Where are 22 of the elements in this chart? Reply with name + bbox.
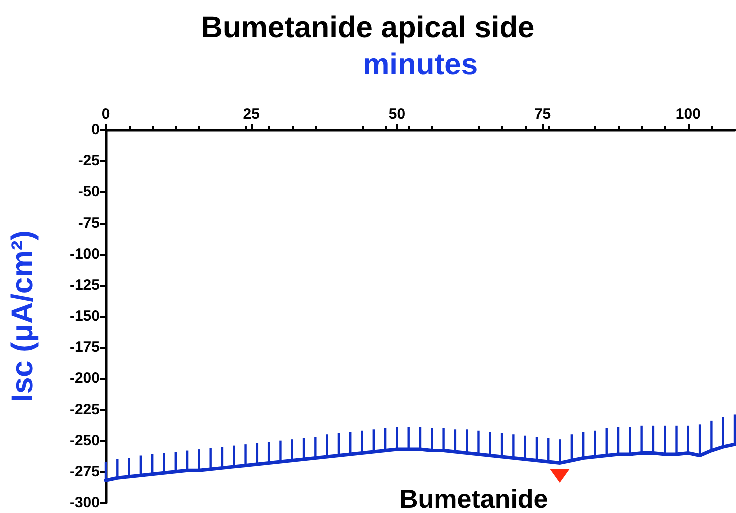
x-tick-label: 50 (388, 106, 406, 123)
y-tick-label: -100 (70, 246, 100, 263)
y-tick-label: -225 (70, 401, 100, 418)
y-tick-label: -175 (70, 339, 100, 356)
annotation: Bumetanide (399, 484, 548, 513)
y-tick-label: -250 (70, 432, 100, 450)
x-tick-label: 25 (243, 106, 260, 123)
x-tick-label: 100 (676, 106, 701, 123)
y-tick-label: -275 (70, 463, 100, 480)
x-tick-label: 0 (102, 106, 110, 123)
y-tick-label: -150 (70, 308, 100, 325)
y-tick-label: -125 (70, 276, 100, 294)
y-tick-label: -75 (78, 214, 100, 232)
chart-title: Bumetanide apical side (201, 12, 535, 44)
y-axis-title: Isc (μA/cm²) (6, 230, 40, 402)
x-axis-title: minutes (362, 48, 478, 82)
y-tick-label: 0 (92, 122, 100, 138)
y-tick-label: -200 (70, 370, 100, 388)
y-tick-label: -50 (78, 184, 100, 201)
x-tick-label: 75 (534, 106, 552, 123)
y-tick-label: -25 (78, 152, 100, 170)
y-tick-label: -300 (70, 494, 100, 512)
